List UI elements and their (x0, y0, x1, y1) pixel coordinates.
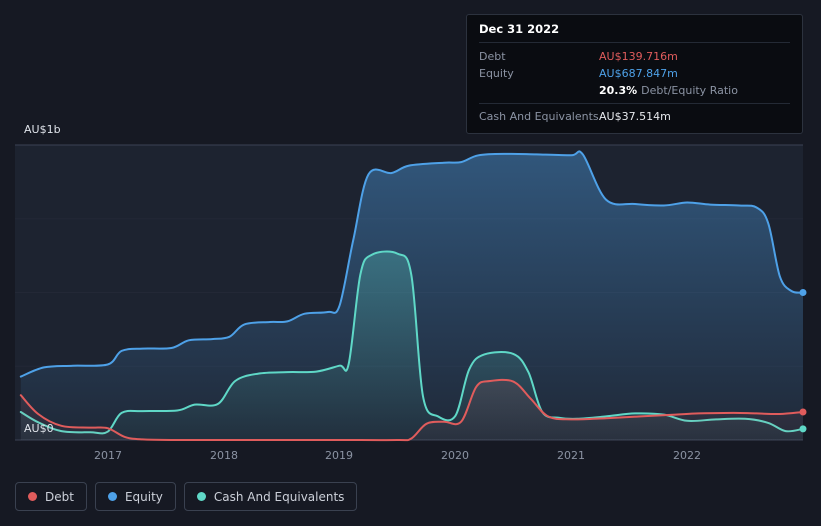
cash-series-dot-icon (196, 492, 206, 501)
x-axis-label-2019: 2019 (325, 449, 353, 462)
x-axis-label-2020: 2020 (441, 449, 469, 462)
legend-item-equity[interactable]: Equity (94, 482, 176, 511)
equity-series-dot-icon (107, 492, 117, 501)
tooltip-row-debt: Debt AU$139.716m (479, 48, 790, 65)
tooltip-row-equity: Equity AU$687.847m (479, 65, 790, 82)
legend-item-debt[interactable]: Debt (15, 482, 87, 511)
tooltip-ratio-percent: 20.3% (599, 84, 638, 97)
debt-series-dot-icon (28, 492, 37, 501)
x-axis-label-2018: 2018 (210, 449, 238, 462)
tooltip-equity-value: AU$687.847m (599, 67, 678, 80)
x-axis-label-2022: 2022 (673, 449, 701, 462)
tooltip-ratio-value: 20.3% Debt/Equity Ratio (599, 82, 738, 99)
chart-tooltip: Dec 31 2022 Debt AU$139.716m Equity AU$6… (466, 14, 803, 134)
y-axis-label-max: AU$1b (24, 123, 61, 136)
chart-legend: Debt Equity Cash And Equivalents (15, 482, 358, 511)
legend-item-cash[interactable]: Cash And Equivalents (183, 482, 358, 511)
tooltip-row-cash: Cash And Equivalents AU$37.514m (479, 103, 790, 125)
tooltip-cash-label: Cash And Equivalents (479, 110, 599, 123)
tooltip-equity-label: Equity (479, 67, 514, 80)
legend-equity-label: Equity (124, 489, 163, 504)
tooltip-row-ratio: 20.3% Debt/Equity Ratio (479, 82, 790, 99)
y-axis-label-min: AU$0 (24, 422, 54, 435)
legend-debt-label: Debt (45, 489, 74, 504)
legend-cash-label: Cash And Equivalents (213, 489, 345, 504)
tooltip-debt-label: Debt (479, 50, 506, 63)
tooltip-debt-value: AU$139.716m (599, 50, 678, 63)
tooltip-ratio-spacer (479, 82, 599, 99)
tooltip-cash-value: AU$37.514m (599, 110, 671, 123)
x-axis-label-2017: 2017 (94, 449, 122, 462)
tooltip-ratio-caption: Debt/Equity Ratio (641, 84, 738, 97)
tooltip-date: Dec 31 2022 (479, 22, 790, 43)
x-axis-label-2021: 2021 (557, 449, 585, 462)
